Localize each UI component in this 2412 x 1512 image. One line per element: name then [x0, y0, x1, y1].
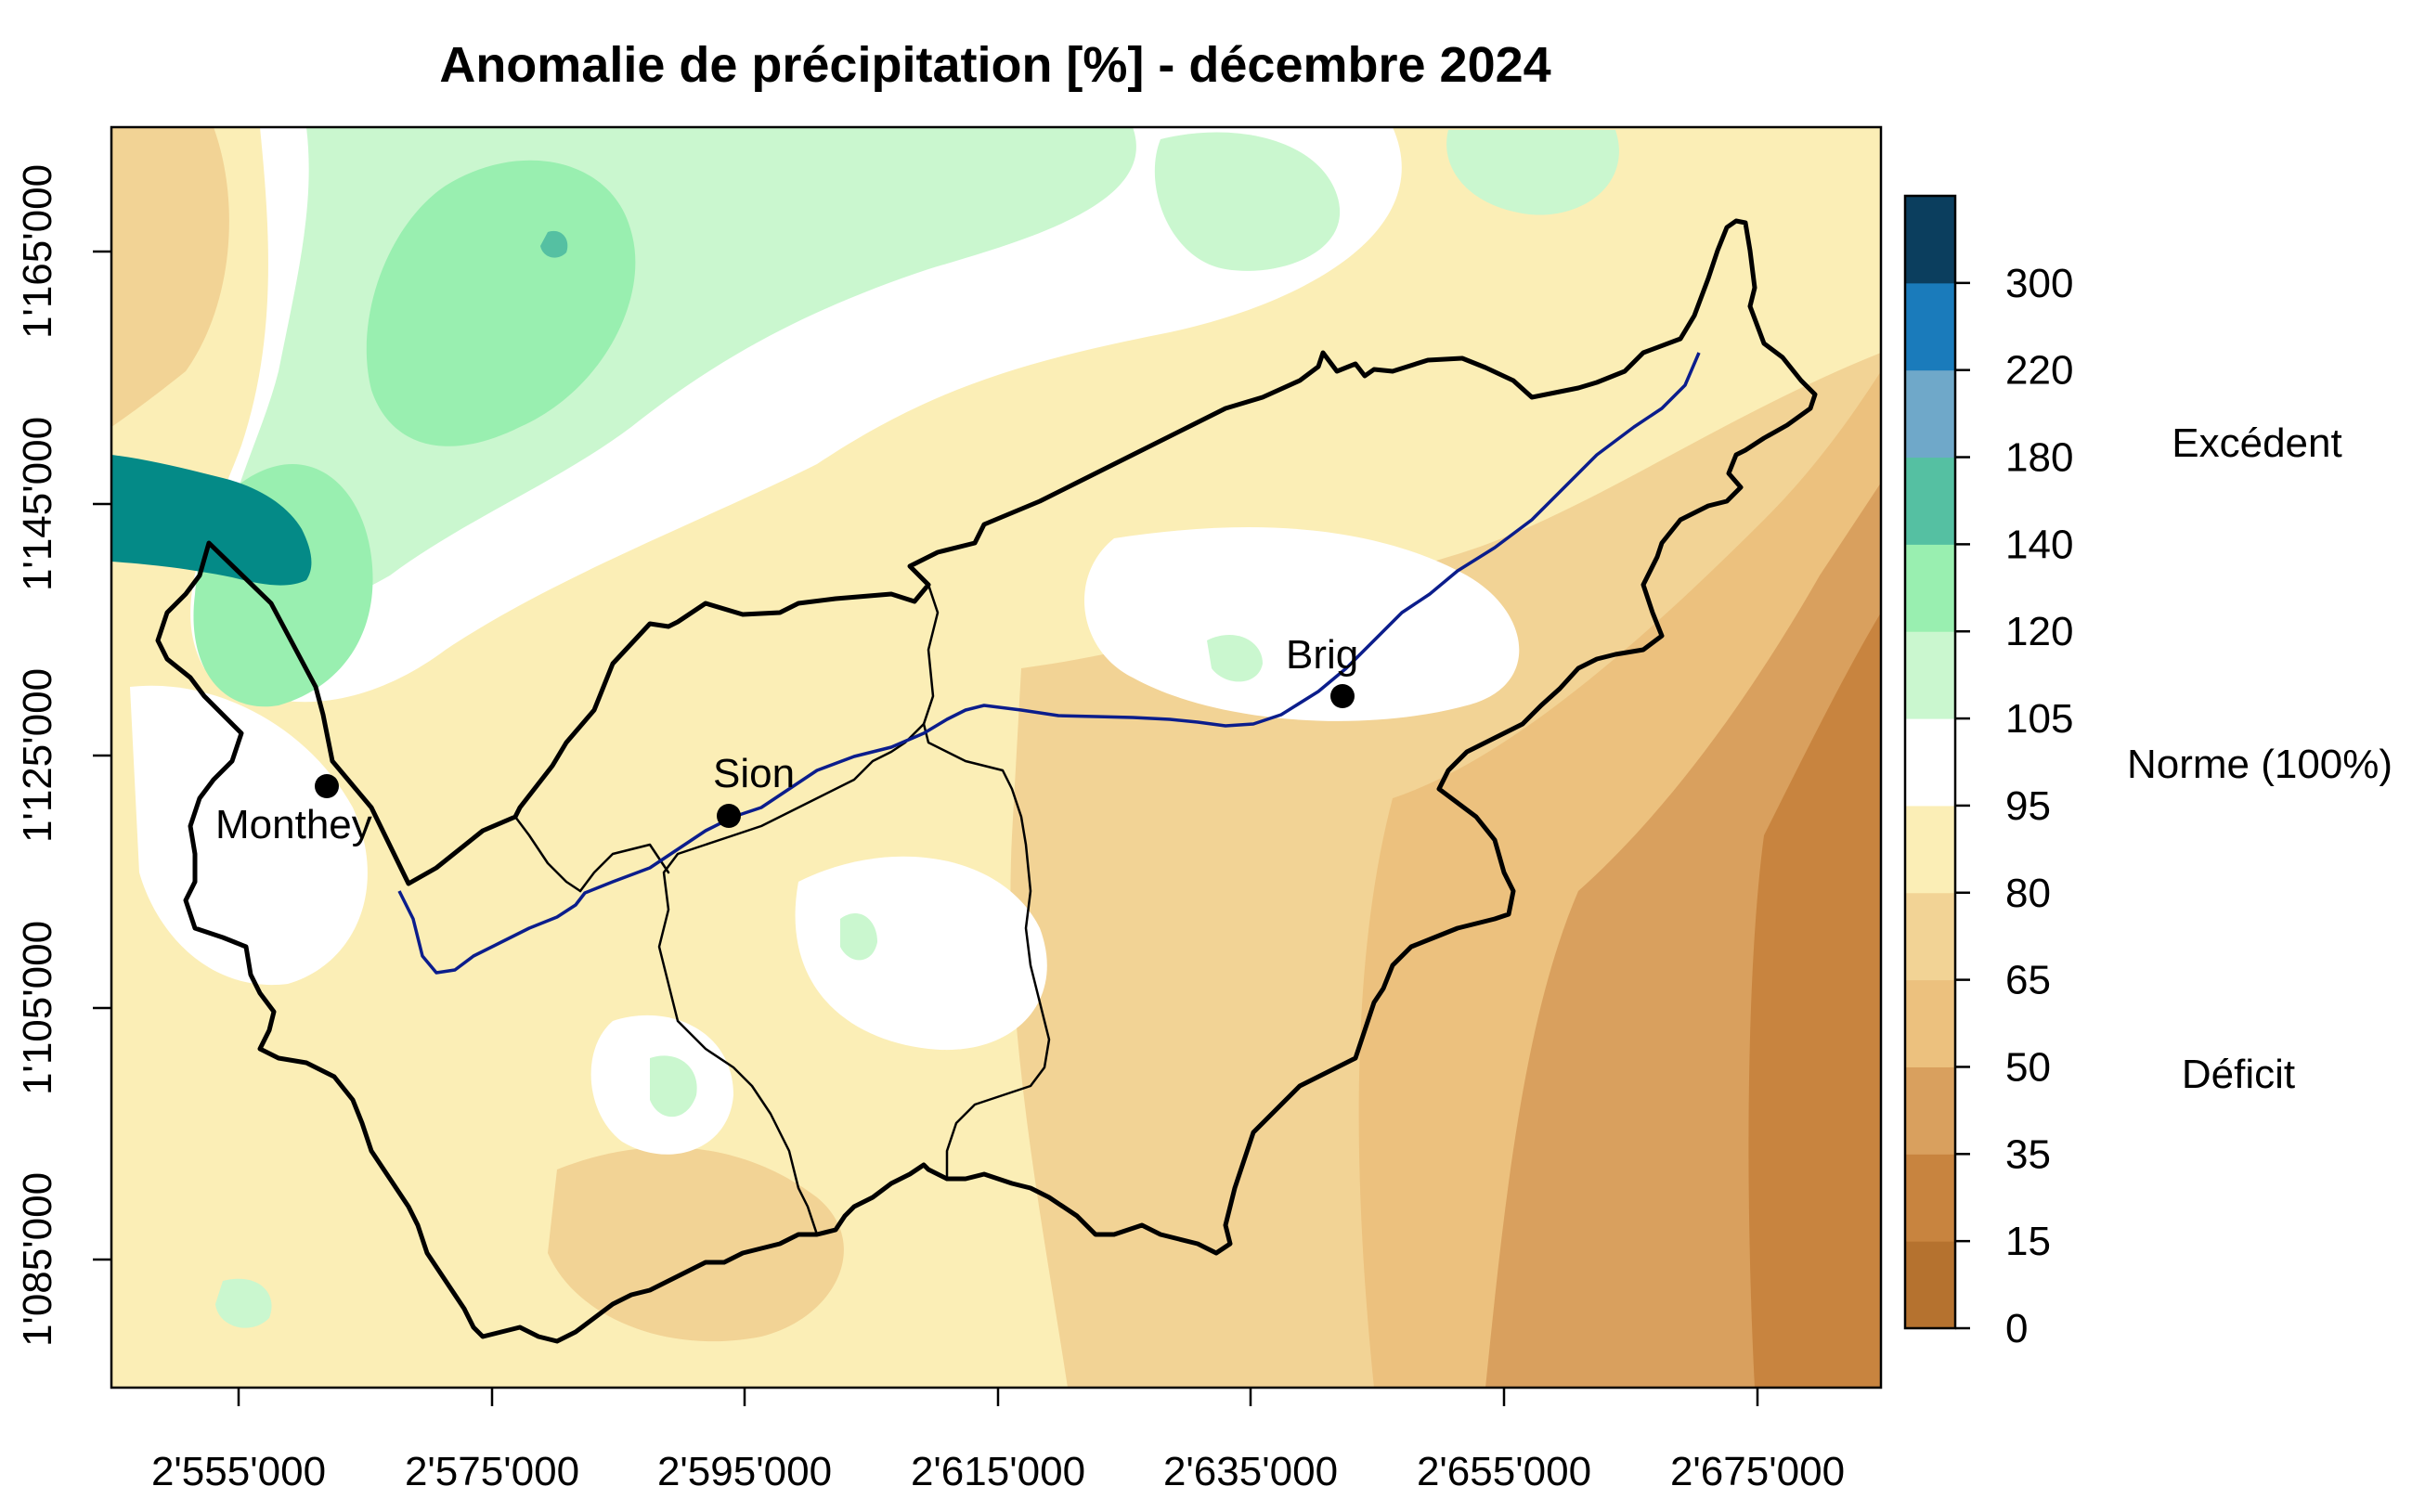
- field-zone-west: [111, 127, 229, 427]
- legend-swatch: [1905, 631, 1955, 719]
- legend-swatch: [1905, 544, 1955, 632]
- anomaly-field: [111, 127, 1881, 1388]
- city-sion: Sion: [713, 751, 795, 828]
- x-tick-labels: 2'555'000 2'575'000 2'595'000 2'615'000 …: [151, 1449, 1845, 1494]
- legend-swatch: [1905, 1154, 1955, 1242]
- legend-tick-label: 300: [2005, 261, 2073, 306]
- legend-tick-label: 80: [2005, 871, 2051, 916]
- x-tick-label: 2'615'000: [911, 1449, 1085, 1494]
- legend-category-deficit: Déficit: [2182, 1052, 2295, 1097]
- field-zone-centre-white: [795, 856, 1047, 1051]
- city-marker: [1330, 684, 1355, 708]
- legend-swatch: [1905, 892, 1955, 981]
- legend-swatch: [1905, 1241, 1955, 1329]
- field-zone-brig-white: [1083, 527, 1520, 721]
- legend-swatch: [1905, 718, 1955, 807]
- field-zone-s-green: [650, 1055, 697, 1118]
- field-zone-north-green-2: [1154, 132, 1341, 271]
- legend-tick-label: 180: [2005, 435, 2073, 481]
- legend-category-norm: Norme (100%): [2127, 742, 2393, 787]
- y-axis: [93, 250, 111, 1261]
- legend-tick-label: 105: [2005, 696, 2073, 742]
- legend-frame: [1903, 194, 1957, 1330]
- city-label: Monthey: [215, 802, 372, 847]
- x-axis: [237, 1388, 1759, 1406]
- legend-tick-label: 0: [2005, 1306, 2028, 1351]
- x-tick-label: 2'575'000: [405, 1449, 579, 1494]
- y-tick-label: 1'105'000: [15, 921, 60, 1095]
- city-monthey: Monthey: [215, 774, 372, 847]
- field-zone-centre-green: [840, 913, 877, 961]
- legend-swatch: [1905, 1066, 1955, 1155]
- y-tick-label: 1'145'000: [15, 417, 60, 591]
- x-tick-label: 2'655'000: [1417, 1449, 1591, 1494]
- city-marker: [717, 804, 741, 828]
- field-zone-north-green-3: [1446, 130, 1619, 215]
- legend-swatch: [1905, 369, 1955, 459]
- legend-tick-label: 140: [2005, 522, 2073, 567]
- legend-swatch: [1905, 196, 1955, 284]
- rhone-river: [397, 352, 1701, 975]
- x-tick-label: 2'595'000: [657, 1449, 832, 1494]
- y-tick-label: 1'165'000: [15, 164, 60, 339]
- x-tick-label: 2'675'000: [1670, 1449, 1845, 1494]
- legend-category-excess: Excédent: [2172, 420, 2341, 466]
- legend-tick-label: 120: [2005, 609, 2073, 654]
- legend-tick-label: 35: [2005, 1131, 2051, 1177]
- field-zone-green-spot: [540, 230, 568, 258]
- legend-swatch: [1905, 979, 1955, 1067]
- y-tick-label: 1'125'000: [15, 668, 60, 843]
- y-tick-label: 1'085'000: [15, 1172, 60, 1347]
- district-boundary-4: [513, 815, 582, 893]
- lake-geneva: [111, 455, 312, 586]
- legend-tick-label: 15: [2005, 1219, 2051, 1264]
- map-title: Anomalie de précipitation [%] - décembre…: [439, 37, 1550, 93]
- legend-tick-label: 220: [2005, 348, 2073, 394]
- plot-frame: [110, 125, 1883, 1389]
- field-zone-south-65: [548, 1147, 844, 1342]
- legend-swatch: [1905, 282, 1955, 371]
- field-zone-brig-green: [1207, 635, 1263, 682]
- city-marker: [315, 774, 339, 798]
- y-tick-labels: 1'085'000 1'105'000 1'125'000 1'145'000 …: [15, 164, 60, 1347]
- legend-swatch: [1905, 457, 1955, 545]
- x-tick-label: 2'635'000: [1163, 1449, 1338, 1494]
- city-label: Brig: [1286, 632, 1358, 678]
- legend-tick-label: 95: [2005, 783, 2051, 829]
- field-zone-east-15: [1748, 613, 1881, 1388]
- field-zone-sw-green: [215, 1278, 272, 1328]
- city-brig: Brig: [1286, 632, 1358, 708]
- legend-swatch: [1905, 805, 1955, 894]
- district-boundary-3: [578, 843, 670, 893]
- district-boundary-2: [657, 722, 926, 1236]
- legend-tick-label: 65: [2005, 958, 2051, 1003]
- x-tick-label: 2'555'000: [151, 1449, 326, 1494]
- color-legend: 0 15 35 50 65 80 95 105 120 140 180 220 300: [1903, 194, 2073, 1351]
- city-label: Sion: [713, 751, 795, 796]
- legend-tick-label: 50: [2005, 1044, 2051, 1090]
- field-zone-green-core: [366, 160, 636, 446]
- valais-border: [155, 218, 1818, 1344]
